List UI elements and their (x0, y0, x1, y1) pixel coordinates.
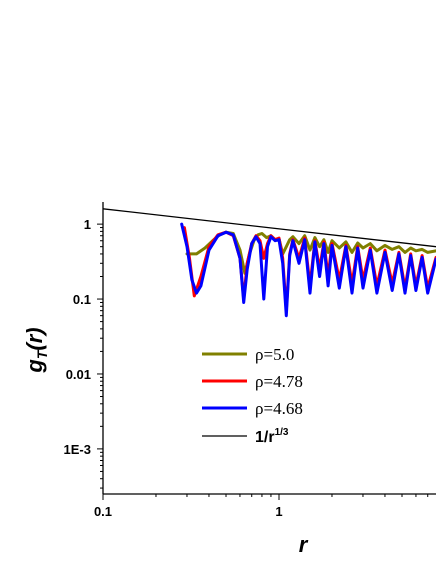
x-axis-title: r (299, 532, 309, 557)
y-tick-label: 0.1 (73, 292, 91, 307)
x-tick-label: 0.1 (94, 504, 112, 519)
legend-label-power-law: 1/r1/3 (255, 427, 289, 446)
legend: ρ=5.0 ρ=4.78 ρ=4.68 1/r1/3 (202, 345, 303, 446)
series-line-rho-4-78 (182, 226, 436, 313)
y-tick-label: 1 (84, 217, 91, 232)
series-line-rho-5-0 (185, 230, 436, 275)
tick-labels: 1 0.1 0.01 1E-3 0.1 1 (64, 217, 283, 519)
legend-label-rho-4-68: ρ=4.68 (255, 399, 303, 418)
x-tick-label: 1 (275, 504, 282, 519)
axes (97, 202, 436, 500)
legend-label-rho-5-0: ρ=5.0 (255, 345, 294, 364)
legend-label-rho-4-78: ρ=4.78 (255, 372, 303, 391)
plot-area (103, 208, 436, 318)
series-line-power-law (103, 208, 436, 248)
y-tick-label: 1E-3 (64, 442, 91, 457)
y-axis-title: gT(r) (22, 327, 50, 373)
y-tick-label: 0.01 (66, 367, 91, 382)
series-line-rho-4-68 (180, 222, 436, 318)
